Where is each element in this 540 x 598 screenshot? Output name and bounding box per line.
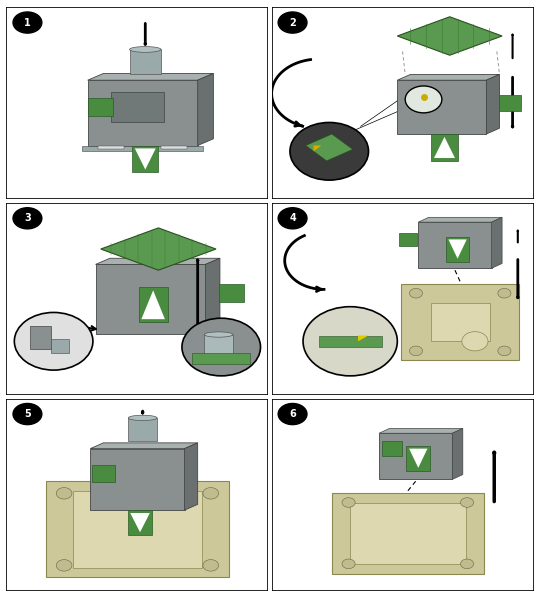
Circle shape xyxy=(498,288,511,298)
Polygon shape xyxy=(434,137,455,158)
Bar xyxy=(127,510,152,535)
Bar xyxy=(89,98,113,116)
Polygon shape xyxy=(306,134,353,161)
Bar xyxy=(219,284,244,303)
Circle shape xyxy=(290,123,368,180)
Polygon shape xyxy=(409,448,428,468)
Bar xyxy=(431,134,457,161)
Bar xyxy=(92,465,114,482)
Circle shape xyxy=(203,560,219,571)
Bar xyxy=(130,50,161,74)
Polygon shape xyxy=(379,428,463,434)
Polygon shape xyxy=(101,228,216,270)
Bar xyxy=(192,353,250,364)
Bar xyxy=(51,339,69,353)
Bar xyxy=(161,145,187,150)
Ellipse shape xyxy=(130,47,161,53)
Bar xyxy=(87,80,198,145)
Polygon shape xyxy=(491,217,502,269)
Text: 3: 3 xyxy=(24,213,31,223)
Text: 2: 2 xyxy=(289,17,296,28)
Text: 1: 1 xyxy=(24,17,31,28)
Bar xyxy=(132,145,158,172)
Polygon shape xyxy=(185,443,198,510)
Circle shape xyxy=(303,307,397,376)
Bar xyxy=(407,446,430,471)
Polygon shape xyxy=(198,74,213,145)
Text: 5: 5 xyxy=(24,409,31,419)
Polygon shape xyxy=(130,513,150,532)
Bar xyxy=(30,326,51,349)
Text: 2: 2 xyxy=(218,321,224,331)
Circle shape xyxy=(342,559,355,569)
Bar xyxy=(397,80,487,134)
Bar xyxy=(319,335,382,347)
FancyBboxPatch shape xyxy=(141,255,160,264)
Bar xyxy=(46,481,229,578)
Bar xyxy=(129,418,157,441)
Circle shape xyxy=(278,404,307,425)
Bar xyxy=(379,434,453,480)
Text: 1: 1 xyxy=(45,324,51,332)
Bar xyxy=(350,502,465,564)
Polygon shape xyxy=(87,74,213,80)
Circle shape xyxy=(56,560,72,571)
Circle shape xyxy=(278,12,307,33)
Polygon shape xyxy=(135,148,156,170)
Polygon shape xyxy=(206,258,220,334)
Polygon shape xyxy=(418,217,502,222)
Circle shape xyxy=(56,487,72,499)
Bar xyxy=(139,288,167,322)
Polygon shape xyxy=(90,443,198,448)
Circle shape xyxy=(405,86,442,113)
Circle shape xyxy=(182,318,260,376)
Polygon shape xyxy=(397,74,500,80)
Bar xyxy=(446,237,469,261)
Text: 4: 4 xyxy=(289,213,296,223)
Circle shape xyxy=(13,404,42,425)
Bar xyxy=(382,441,402,456)
Bar xyxy=(133,470,141,483)
Circle shape xyxy=(461,559,474,569)
Text: 6: 6 xyxy=(289,409,296,419)
Bar xyxy=(83,145,203,151)
Bar xyxy=(90,448,185,510)
Ellipse shape xyxy=(129,415,157,420)
Circle shape xyxy=(409,288,422,298)
Bar xyxy=(332,493,484,573)
Circle shape xyxy=(498,346,511,356)
Circle shape xyxy=(203,487,219,499)
Circle shape xyxy=(342,498,355,507)
Circle shape xyxy=(13,12,42,33)
Bar xyxy=(98,145,124,150)
Circle shape xyxy=(462,332,488,351)
Circle shape xyxy=(461,498,474,507)
Bar xyxy=(401,283,519,361)
Polygon shape xyxy=(96,258,220,264)
Bar xyxy=(73,491,201,568)
Polygon shape xyxy=(448,239,467,259)
Circle shape xyxy=(15,312,93,370)
Polygon shape xyxy=(141,291,165,319)
Bar xyxy=(499,95,521,111)
Polygon shape xyxy=(453,428,463,480)
Circle shape xyxy=(409,346,422,356)
Bar xyxy=(399,233,417,246)
Bar xyxy=(204,334,233,356)
Polygon shape xyxy=(358,335,368,341)
Circle shape xyxy=(278,208,307,229)
Bar xyxy=(111,91,164,123)
Bar xyxy=(431,303,490,341)
Polygon shape xyxy=(397,17,502,55)
Polygon shape xyxy=(487,74,500,134)
Bar xyxy=(96,264,206,334)
Polygon shape xyxy=(314,145,321,151)
Bar xyxy=(418,222,491,269)
Ellipse shape xyxy=(204,332,233,337)
Circle shape xyxy=(13,208,42,229)
